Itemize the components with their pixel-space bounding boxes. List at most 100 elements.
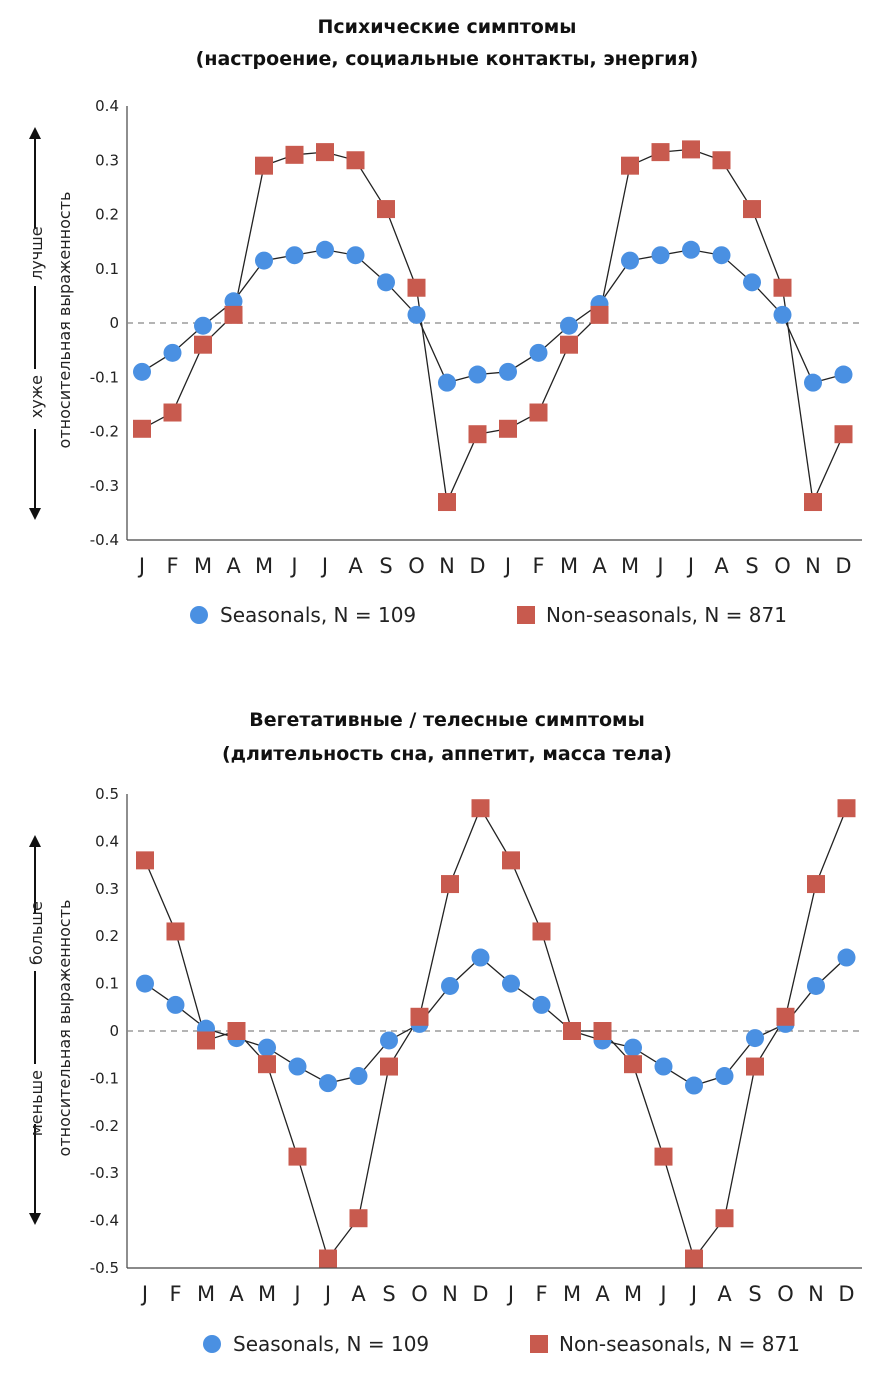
x-tick-label: D xyxy=(469,554,485,578)
y-tick-label: -0.1 xyxy=(90,1069,119,1087)
y-tick-label: 0.1 xyxy=(95,975,119,993)
data-point-seasonal xyxy=(624,1038,642,1057)
x-tick-label: J xyxy=(323,1282,331,1306)
y-tick-label: -0.4 xyxy=(90,531,119,549)
y-tick-label: 0.2 xyxy=(95,927,119,945)
data-point-non-seasonal xyxy=(685,1249,703,1268)
data-point-seasonal xyxy=(438,373,456,392)
data-point-seasonal xyxy=(807,976,825,995)
legend-marker-non-seasonal xyxy=(517,606,535,624)
data-point-seasonal xyxy=(621,251,639,270)
x-tick-label: J xyxy=(292,1282,300,1306)
y-tick-label: -0.2 xyxy=(90,423,119,441)
x-tick-label: N xyxy=(805,554,821,578)
y-tick-label: -0.4 xyxy=(90,1212,119,1230)
data-point-non-seasonal xyxy=(255,156,273,175)
data-point-non-seasonal xyxy=(773,278,792,297)
x-tick-label: F xyxy=(535,1282,547,1306)
x-tick-label: A xyxy=(348,554,363,578)
data-point-seasonal xyxy=(743,273,761,292)
data-point-non-seasonal xyxy=(377,200,395,219)
data-point-seasonal xyxy=(804,373,822,392)
series-line xyxy=(144,806,848,1260)
data-point-seasonal xyxy=(560,316,578,335)
data-point-non-seasonal xyxy=(804,493,822,512)
data-point-seasonal xyxy=(258,1038,276,1057)
data-point-non-seasonal xyxy=(621,156,639,175)
arrow-down-head xyxy=(29,1213,41,1225)
data-point-non-seasonal xyxy=(285,145,304,164)
y-axis-label: относительная выраженность xyxy=(55,900,74,1157)
data-point-non-seasonal xyxy=(227,1022,246,1040)
y-tick-label: -0.5 xyxy=(90,1259,119,1277)
data-point-seasonal xyxy=(377,273,395,292)
data-point-seasonal xyxy=(471,948,490,967)
data-point-non-seasonal xyxy=(776,1007,795,1026)
y-tick-label: 0.3 xyxy=(95,151,119,169)
legend-label-seasonal: Seasonals, N = 109 xyxy=(233,1332,429,1356)
data-point-non-seasonal xyxy=(563,1022,581,1040)
x-tick-label: M xyxy=(197,1282,215,1306)
data-point-non-seasonal xyxy=(502,851,520,870)
data-point-seasonal xyxy=(346,246,365,265)
data-point-seasonal xyxy=(163,343,182,362)
data-point-seasonal xyxy=(288,1057,307,1076)
data-point-seasonal xyxy=(255,251,273,270)
x-tick-label: D xyxy=(472,1282,488,1306)
y-tick-label: 0.1 xyxy=(95,260,119,278)
data-point-non-seasonal xyxy=(133,419,151,438)
data-point-non-seasonal xyxy=(560,335,578,354)
data-point-seasonal xyxy=(380,1031,398,1050)
x-tick-label: M xyxy=(255,554,273,578)
data-point-non-seasonal xyxy=(590,305,609,324)
y-tick-label: -0.2 xyxy=(90,1117,119,1135)
x-tick-label: S xyxy=(379,554,392,578)
x-tick-label: A xyxy=(592,554,607,578)
legend-marker-seasonal xyxy=(190,606,208,624)
label-background xyxy=(25,913,45,971)
data-point-non-seasonal xyxy=(743,200,761,219)
x-tick-label: J xyxy=(689,1282,697,1306)
y-down-label: хуже xyxy=(27,375,46,418)
x-tick-label: A xyxy=(226,554,241,578)
data-point-non-seasonal xyxy=(532,922,551,941)
y-tick-label: 0.5 xyxy=(95,785,119,803)
series-line xyxy=(141,249,844,384)
x-tick-label: M xyxy=(194,554,212,578)
x-tick-label: J xyxy=(137,554,145,578)
data-point-seasonal xyxy=(682,240,700,259)
data-point-seasonal xyxy=(685,1076,703,1095)
chart-title: Психические симптомы xyxy=(317,16,577,38)
data-point-seasonal xyxy=(285,246,304,265)
x-tick-label: J xyxy=(140,1282,148,1306)
legend-marker-seasonal xyxy=(203,1335,221,1353)
data-point-non-seasonal xyxy=(197,1031,215,1050)
data-point-seasonal xyxy=(651,246,670,265)
y-tick-label: 0.3 xyxy=(95,880,119,898)
data-point-seasonal xyxy=(529,343,548,362)
series-line xyxy=(144,956,847,1087)
data-point-seasonal xyxy=(319,1074,337,1093)
chart-vegetative: Вегетативные / телесные симптомы (длител… xyxy=(0,690,894,1374)
chart-subtitle: (длительность сна, аппетит, масса тела) xyxy=(222,743,672,765)
x-tick-label: F xyxy=(532,554,544,578)
data-point-non-seasonal xyxy=(807,875,825,894)
data-point-non-seasonal xyxy=(166,922,185,941)
arrow-down-head xyxy=(29,508,41,520)
data-point-seasonal xyxy=(316,240,334,259)
data-point-non-seasonal xyxy=(438,493,456,512)
x-tick-label: J xyxy=(320,554,328,578)
data-point-seasonal xyxy=(136,974,154,993)
data-point-non-seasonal xyxy=(746,1057,764,1076)
data-point-seasonal xyxy=(715,1067,734,1086)
data-point-seasonal xyxy=(654,1057,673,1076)
x-tick-label: J xyxy=(506,1282,514,1306)
x-tick-label: M xyxy=(258,1282,276,1306)
label-background xyxy=(25,369,45,429)
x-tick-label: J xyxy=(503,554,511,578)
chart-plot-area: 0.40.30.20.10-0.1-0.2-0.3-0.4J F M A M J J A S O N… xyxy=(25,97,862,627)
chart-plot-area: 0.50.40.30.20.10-0.1-0.2-0.3-0.4-0.5J F M A… xyxy=(25,785,862,1356)
data-point-non-seasonal xyxy=(380,1057,398,1076)
x-tick-label: M xyxy=(621,554,639,578)
x-tick-label: S xyxy=(745,554,758,578)
